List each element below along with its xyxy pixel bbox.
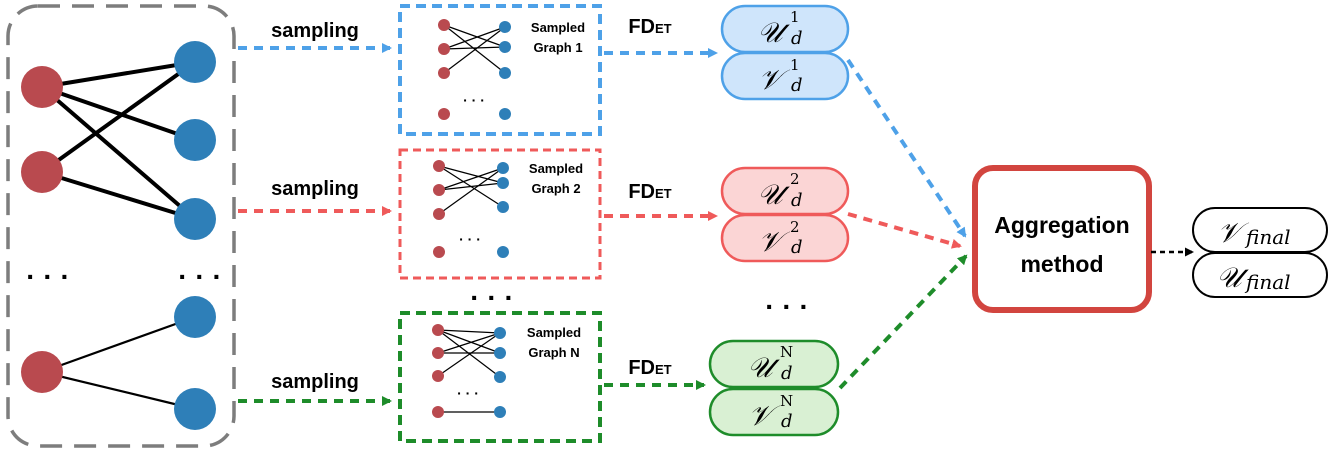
ellipsis-left: · · ·: [26, 261, 70, 292]
v-final-sub: final: [1244, 225, 1291, 249]
sampled-graph-2-ellipsis: · · ·: [459, 231, 481, 247]
embedding-pair-n: 𝒰 N d 𝒱 N d: [708, 339, 840, 437]
agg-arrow-2: [847, 212, 962, 249]
agg-arrow-n: [838, 254, 968, 390]
item-node: [174, 388, 216, 430]
sampling-label-1: sampling: [271, 20, 359, 42]
u-final: [1192, 252, 1328, 298]
u-final-sub: final: [1244, 270, 1291, 294]
sampled-graph-2-caption-line1: Sampled: [529, 161, 583, 176]
fdet-label-1: FDET: [628, 16, 671, 38]
sampled-graph-1-caption-line1: Sampled: [531, 20, 585, 35]
u-embedding-n: [708, 339, 840, 389]
u-sup-2: 2: [790, 170, 800, 188]
sampled-graph-n-caption-line2: Graph N: [528, 345, 579, 360]
aggregation-arrows: [838, 58, 968, 390]
aggregation-method: Aggregation method: [972, 165, 1152, 313]
fdet-label-n: FDET: [628, 357, 671, 379]
original-graph-frame: [6, 4, 236, 448]
v-embedding-n: [708, 387, 840, 437]
v-sub-n: d: [781, 411, 793, 432]
sampled-graph-n-frame: [398, 311, 602, 443]
aggregation-label-line2: method: [1020, 251, 1103, 277]
u-sup-n: N: [780, 343, 793, 361]
ellipsis-sampled-graphs: · · ·: [470, 282, 514, 313]
sampled-graph-1-ellipsis: · · ·: [463, 92, 485, 108]
v-sup-2: 2: [790, 218, 800, 236]
sampled-graph-n-ellipsis: · · ·: [457, 385, 479, 401]
u-embedding-1: [720, 4, 850, 54]
agg-arrow-1: [846, 58, 967, 238]
v-sub-1: d: [791, 75, 803, 96]
v-sup-n: N: [780, 392, 793, 410]
v-embedding-2: [720, 213, 850, 263]
u-sub-n: d: [781, 363, 793, 384]
user-node: [21, 351, 63, 393]
sampling-arrows: sampling sampling sampling: [238, 20, 392, 406]
original-graph-edges: [40, 60, 197, 411]
item-node: [174, 296, 216, 338]
u-sup-1: 1: [790, 8, 800, 26]
fdet-label-2: FDET: [628, 181, 671, 203]
aggregation-label-line1: Aggregation: [994, 212, 1129, 238]
u-embedding-2: [720, 166, 850, 216]
sampled-graph-1: · · · Sampled Graph 1: [398, 4, 602, 136]
sampled-graph-n: · · · Sampled Graph N: [398, 311, 602, 443]
embedding-pair-1: 𝒰 1 d 𝒱 1 d: [720, 4, 850, 101]
user-node: [21, 151, 63, 193]
sampled-graph-2-frame: [398, 148, 602, 280]
sampling-label-n: sampling: [271, 371, 359, 393]
v-sup-1: 1: [790, 56, 800, 74]
item-node: [174, 119, 216, 161]
sampled-graph-1-frame: [398, 4, 602, 136]
original-graph: · · · · · ·: [6, 4, 236, 448]
fdet-arrows: FDET FDET FDET: [604, 16, 718, 390]
sampled-graph-2: · · · Sampled Graph 2: [398, 148, 602, 280]
aggregation-box: [972, 165, 1152, 313]
sampled-graph-1-caption-line2: Graph 1: [533, 40, 582, 55]
ellipsis-embeddings: · · ·: [765, 291, 809, 322]
final-embeddings: 𝒱 final 𝒰 final: [1192, 207, 1328, 298]
user-node: [21, 66, 63, 108]
sampling-label-2: sampling: [271, 178, 359, 200]
sampled-graph-n-caption-line1: Sampled: [527, 325, 581, 340]
item-node: [174, 41, 216, 83]
ellipsis-right: · · ·: [178, 261, 222, 292]
v-embedding-1: [720, 51, 850, 101]
v-sub-2: d: [791, 237, 803, 258]
embedding-pair-2: 𝒰 2 d 𝒱 2 d: [720, 166, 850, 263]
u-sub-2: d: [791, 190, 803, 211]
sampled-graph-2-caption-line2: Graph 2: [531, 181, 580, 196]
u-sub-1: d: [791, 28, 803, 49]
item-node: [174, 198, 216, 240]
